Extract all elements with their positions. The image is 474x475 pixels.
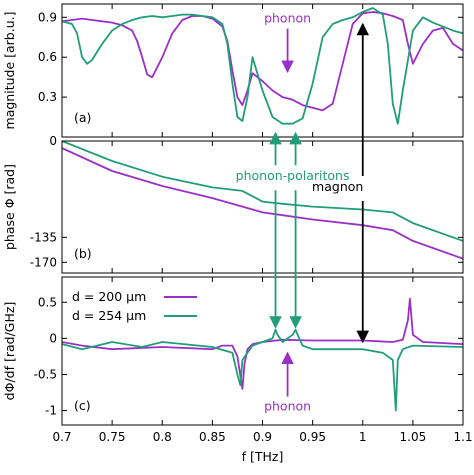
legend-entry-label: d = 254 µm — [72, 308, 146, 323]
series-c-d254 — [62, 328, 463, 412]
panels: 0.3 0.6 0.9 (a) magnitude [arb.u.] 0 -135 -170 (… — [2, 3, 473, 464]
ytick-label: 0.6 — [38, 50, 57, 64]
xtick-label: 0.95 — [299, 430, 326, 444]
ytick-label: 0.9 — [38, 10, 57, 24]
xtick-label: 1 — [359, 430, 367, 444]
annotation-phonon-top: phonon — [264, 11, 311, 26]
panel-b: 0 -135 -170 (b) phase Φ [rad] — [2, 134, 464, 274]
y-axis-label: magnitude [arb.u.] — [2, 12, 17, 130]
ytick-label: 0.5 — [38, 295, 57, 309]
panel-a: 0.3 0.6 0.9 (a) magnitude [arb.u.] — [2, 3, 464, 138]
series-b-d254 — [62, 141, 463, 242]
annotation-phonon-bottom: phonon — [264, 399, 311, 414]
xtick-label: 0.9 — [253, 430, 272, 444]
ytick-label: 0 — [49, 134, 57, 148]
legend: d = 200 µm d = 254 µm — [72, 289, 197, 323]
xtick-label: 0.7 — [52, 430, 71, 444]
xtick-label: 0.75 — [99, 430, 126, 444]
y-axis-label: dΦ/df [rad/GHz] — [2, 302, 17, 401]
plot-frame — [61, 140, 464, 274]
ytick-label: -0.5 — [34, 367, 57, 381]
series-a-d254 — [62, 7, 463, 125]
x-axis-label: f [THz] — [242, 449, 284, 464]
plot-frame — [61, 276, 464, 426]
xtick-label: 0.8 — [153, 430, 172, 444]
panel-c: 0.5 0 -0.5 -1 (c) dΦ/df [rad/GHz] 0.7 0.75 0.8 0.… — [2, 276, 473, 464]
panel-label: (a) — [74, 110, 91, 125]
y-axis-label: phase Φ [rad] — [2, 164, 17, 250]
xtick-label: 1.1 — [453, 430, 472, 444]
ytick-label: -1 — [45, 404, 57, 418]
annotation-magnon: magnon — [312, 179, 363, 194]
ytick-label: 0.3 — [38, 90, 57, 104]
ytick-label: -135 — [30, 230, 57, 244]
series-c-d200 — [62, 297, 463, 390]
xtick-label: 0.85 — [199, 430, 226, 444]
series-b-d200 — [62, 147, 463, 260]
annotation-phonon-polaritons: phonon-polaritons — [236, 168, 350, 183]
xtick-label: 1.05 — [400, 430, 427, 444]
plot-frame — [61, 3, 464, 138]
legend-entry-label: d = 200 µm — [72, 289, 146, 304]
ytick-label: -170 — [30, 255, 57, 269]
panel-label: (b) — [74, 246, 92, 261]
panel-label: (c) — [74, 398, 91, 413]
ytick-label: 0 — [49, 331, 57, 345]
